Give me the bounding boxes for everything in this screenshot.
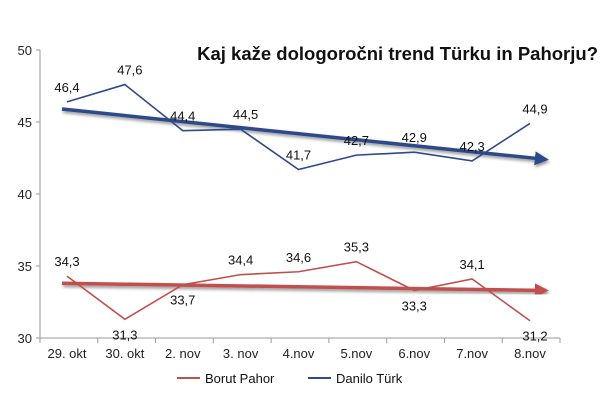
y-tick-label: 50 — [18, 43, 32, 58]
series-line-turk — [66, 83, 531, 171]
x-tick-label: 4.nov — [283, 346, 315, 361]
data-label-turk: 47,6 — [117, 63, 142, 78]
x-tick-labels: 29. okt 30. okt 2. nov 3. nov 4.nov 5.nov 6.no… — [39, 338, 561, 361]
x-tick-label: 3. nov — [223, 346, 259, 361]
x-tick-label: 7.nov — [456, 346, 488, 361]
trend-line-turk — [61, 107, 549, 166]
trend-line-pahor — [61, 281, 549, 298]
data-label-turk: 42,7 — [344, 133, 369, 148]
y-tick-label: 35 — [18, 259, 32, 274]
data-label-pahor: 33,3 — [402, 298, 427, 313]
data-label-pahor: 34,6 — [286, 250, 311, 265]
legend-label-pahor: Borut Pahor — [205, 371, 275, 386]
y-tick-label: 30 — [18, 331, 32, 346]
data-label-pahor: 34,3 — [54, 254, 79, 269]
x-tick-label: 5.nov — [340, 346, 372, 361]
data-label-turk: 42,9 — [402, 130, 427, 145]
data-label-turk: 42,3 — [459, 139, 484, 154]
series-line-pahor — [66, 260, 531, 322]
legend-label-turk: Danilo Türk — [336, 371, 403, 386]
data-label-pahor: 34,1 — [459, 257, 484, 272]
data-label-turk: 44,9 — [522, 101, 547, 116]
data-label-pahor: 34,4 — [228, 253, 253, 268]
x-tick-label: 6.nov — [398, 346, 430, 361]
data-label-pahor: 33,7 — [170, 293, 195, 308]
chart-title: Kaj kaže dologoročni trend Türku in Paho… — [197, 43, 598, 64]
y-tick-label: 45 — [18, 115, 32, 130]
data-label-turk: 44,5 — [233, 107, 258, 122]
y-tick-labels: 30 35 40 45 50 — [18, 43, 40, 346]
legend: Borut Pahor Danilo Türk — [177, 371, 403, 386]
series-layer — [61, 83, 549, 322]
x-tick-label: 2. nov — [165, 346, 201, 361]
data-label-pahor: 31,2 — [522, 329, 547, 344]
x-tick-label: 29. okt — [47, 346, 86, 361]
data-label-turk: 46,4 — [54, 80, 79, 95]
data-labels: 34,3 31,3 33,7 34,4 34,6 35,3 33,3 34,1 31,2 46,4… — [54, 63, 547, 344]
data-label-pahor: 35,3 — [344, 240, 369, 255]
data-label-pahor: 31,3 — [112, 327, 137, 342]
x-tick-label: 8.nov — [514, 346, 546, 361]
data-label-turk: 41,7 — [286, 148, 311, 163]
data-label-turk: 44,4 — [170, 109, 195, 124]
x-tick-label: 30. okt — [105, 346, 144, 361]
y-tick-label: 40 — [18, 187, 32, 202]
